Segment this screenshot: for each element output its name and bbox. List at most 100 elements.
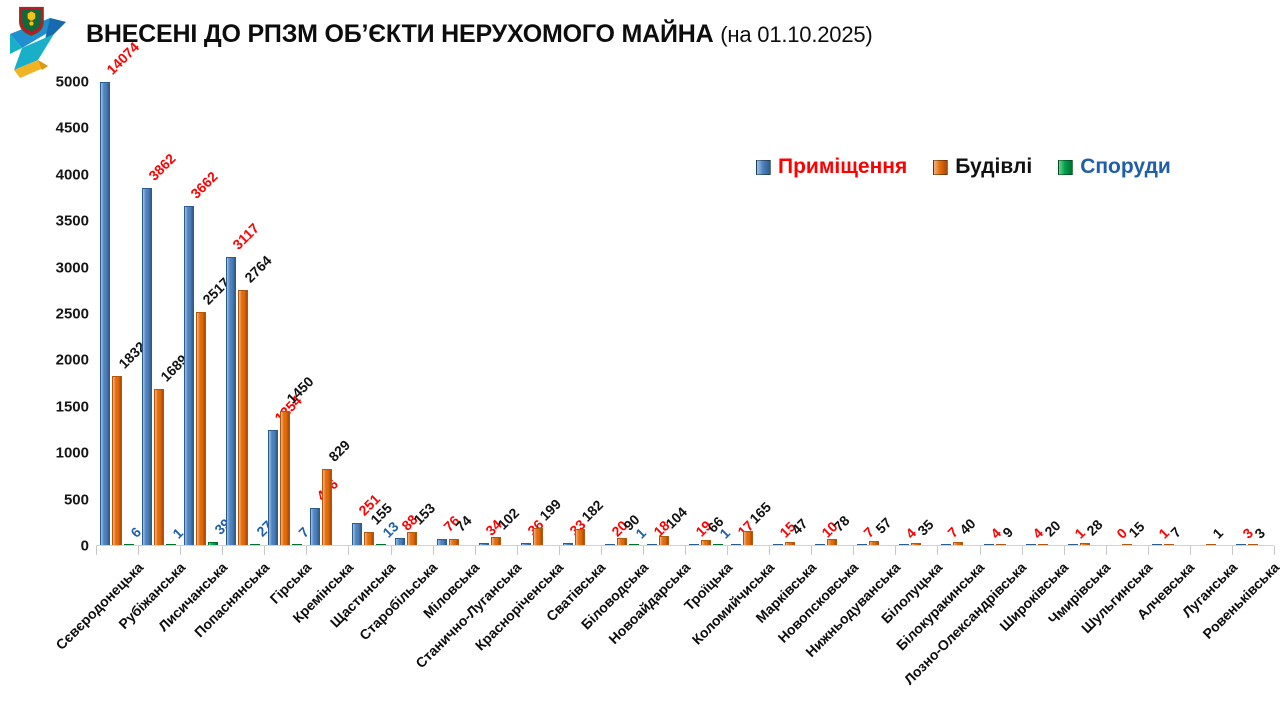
bar-0[interactable] bbox=[478, 542, 489, 546]
bar-0[interactable] bbox=[142, 187, 153, 546]
x-axis-label: Нижньодуванська bbox=[802, 559, 904, 660]
bar-1[interactable] bbox=[364, 531, 375, 546]
y-axis-tick-label: 2000 bbox=[55, 351, 89, 369]
bar-0[interactable] bbox=[268, 429, 279, 546]
bar-group: 18 104 bbox=[646, 82, 690, 546]
page-title-main: ВНЕСЕНІ ДО РПЗМ ОБ’ЄКТИ НЕРУХОМОГО МАЙНА bbox=[86, 20, 721, 48]
bar-1[interactable] bbox=[743, 530, 754, 546]
legend-label: Споруди bbox=[1080, 155, 1171, 178]
legend-item-2[interactable]: Споруди bbox=[1058, 155, 1171, 179]
y-axis-tick-label: 1000 bbox=[55, 444, 89, 462]
x-axis-tick bbox=[1063, 546, 1065, 555]
x-axis-tick bbox=[222, 546, 224, 555]
bar-group: 4 20 bbox=[1025, 82, 1067, 546]
bar-0[interactable] bbox=[226, 256, 237, 546]
bar-group: 4 35 bbox=[898, 82, 940, 546]
bar-1[interactable] bbox=[1079, 543, 1090, 546]
bar-0[interactable] bbox=[352, 522, 363, 546]
bar-0[interactable] bbox=[394, 537, 405, 546]
bar-group: 3862 1689 1 bbox=[141, 82, 191, 546]
bar-0[interactable] bbox=[100, 82, 110, 546]
x-axis-label: Коломийчиська bbox=[688, 559, 778, 648]
bar-0[interactable] bbox=[520, 542, 531, 546]
bar-1[interactable] bbox=[322, 469, 333, 546]
y-axis-tick-label: 0 bbox=[80, 537, 89, 555]
x-axis-tick bbox=[180, 546, 182, 555]
x-axis-tick bbox=[306, 546, 308, 555]
bar-group: 406829 bbox=[309, 82, 354, 546]
x-axis-tick bbox=[264, 546, 266, 555]
coat-of-arms-and-ribbon-logo bbox=[4, 4, 76, 84]
x-axis-label: Білолуцька bbox=[877, 559, 946, 627]
x-axis-label: Сєвєродонецька bbox=[52, 559, 147, 653]
x-axis-tick bbox=[685, 546, 686, 555]
x-axis-tick bbox=[979, 546, 981, 555]
x-axis-label: Лозно-Олександрівська bbox=[900, 559, 1030, 688]
bar-value-label: 57 bbox=[872, 514, 895, 537]
x-axis-label: Лисичанська bbox=[154, 559, 231, 635]
legend-swatch-icon bbox=[1058, 159, 1074, 175]
legend-item-0[interactable]: Приміщення bbox=[756, 155, 907, 179]
bar-group: 19 66 1 bbox=[688, 82, 733, 546]
x-axis-label: Новопсковська bbox=[774, 559, 862, 646]
bar-0[interactable] bbox=[436, 538, 447, 546]
bar-1[interactable] bbox=[154, 389, 165, 546]
bar-1[interactable] bbox=[406, 531, 417, 546]
bar-1[interactable] bbox=[785, 541, 796, 546]
bar-1[interactable] bbox=[658, 536, 669, 546]
y-axis-tick-label: 5000 bbox=[55, 73, 89, 91]
legend-item-1[interactable]: Будівлі bbox=[933, 155, 1032, 179]
x-axis-tick bbox=[1231, 546, 1233, 555]
bar-1[interactable] bbox=[574, 529, 585, 546]
x-axis-tick bbox=[1189, 546, 1191, 555]
bar-group: 33 182 bbox=[562, 82, 606, 546]
bar-1[interactable] bbox=[827, 538, 838, 546]
bar-0[interactable] bbox=[310, 508, 321, 546]
bar-value-label: 3862 bbox=[145, 149, 179, 184]
x-axis-tick bbox=[96, 546, 97, 555]
bar-group: 251 155 13 bbox=[351, 82, 402, 546]
x-axis-label: Ровеньківська bbox=[1199, 559, 1280, 642]
bar-series-container: 14074 1832 6 3862 1689 1 3662 2517 39 3117 2764 27 1… bbox=[96, 39, 1277, 546]
bar-value-label: 199 bbox=[536, 495, 564, 524]
legend-label: Будівлі bbox=[955, 155, 1033, 178]
bar-group: 34 102 bbox=[478, 82, 522, 546]
bar-group: 7 57 bbox=[856, 82, 898, 546]
bar-1[interactable] bbox=[911, 542, 922, 546]
x-axis-line bbox=[96, 545, 1274, 546]
y-axis-tick-label: 2500 bbox=[55, 305, 89, 323]
x-axis-tick bbox=[937, 546, 939, 555]
bar-1[interactable] bbox=[280, 411, 291, 546]
bar-group: 7 40 bbox=[940, 82, 982, 546]
bar-group: 1 bbox=[1193, 82, 1235, 546]
bar-group: 14074 1832 6 bbox=[99, 39, 149, 546]
bar-1[interactable] bbox=[953, 542, 964, 546]
bar-0[interactable] bbox=[184, 206, 195, 546]
bar-2[interactable] bbox=[208, 542, 219, 546]
bar-1[interactable] bbox=[112, 376, 122, 546]
bar-1[interactable] bbox=[869, 540, 880, 546]
x-axis-label: Кремінська bbox=[289, 559, 357, 626]
x-axis-label: Красноріченська bbox=[472, 559, 567, 654]
bar-value-label: 3117 bbox=[229, 219, 263, 253]
bar-1[interactable] bbox=[616, 537, 627, 546]
bar-group: 15 47 bbox=[772, 82, 814, 546]
y-axis-tick-label: 4000 bbox=[55, 166, 89, 184]
bar-1[interactable] bbox=[701, 539, 711, 546]
x-axis-tick bbox=[642, 546, 644, 555]
bar-1[interactable] bbox=[532, 527, 543, 546]
bar-0[interactable] bbox=[562, 542, 573, 546]
bar-2[interactable] bbox=[250, 543, 261, 546]
bar-1[interactable] bbox=[238, 289, 249, 546]
bar-value-label: 829 bbox=[325, 436, 354, 465]
bar-1[interactable] bbox=[196, 312, 207, 546]
x-axis-tick bbox=[432, 546, 434, 555]
chart-plot-area: 5000 4500 4000 3500 3000 2500 2000 1500 1000 500 0… bbox=[56, 39, 1277, 555]
y-axis-tick-label: 3500 bbox=[55, 212, 89, 230]
bar-1[interactable] bbox=[490, 536, 501, 546]
bar-group: 76 74 bbox=[436, 82, 478, 546]
x-axis-label: Гірська bbox=[266, 559, 315, 607]
bar-1[interactable] bbox=[448, 539, 459, 546]
